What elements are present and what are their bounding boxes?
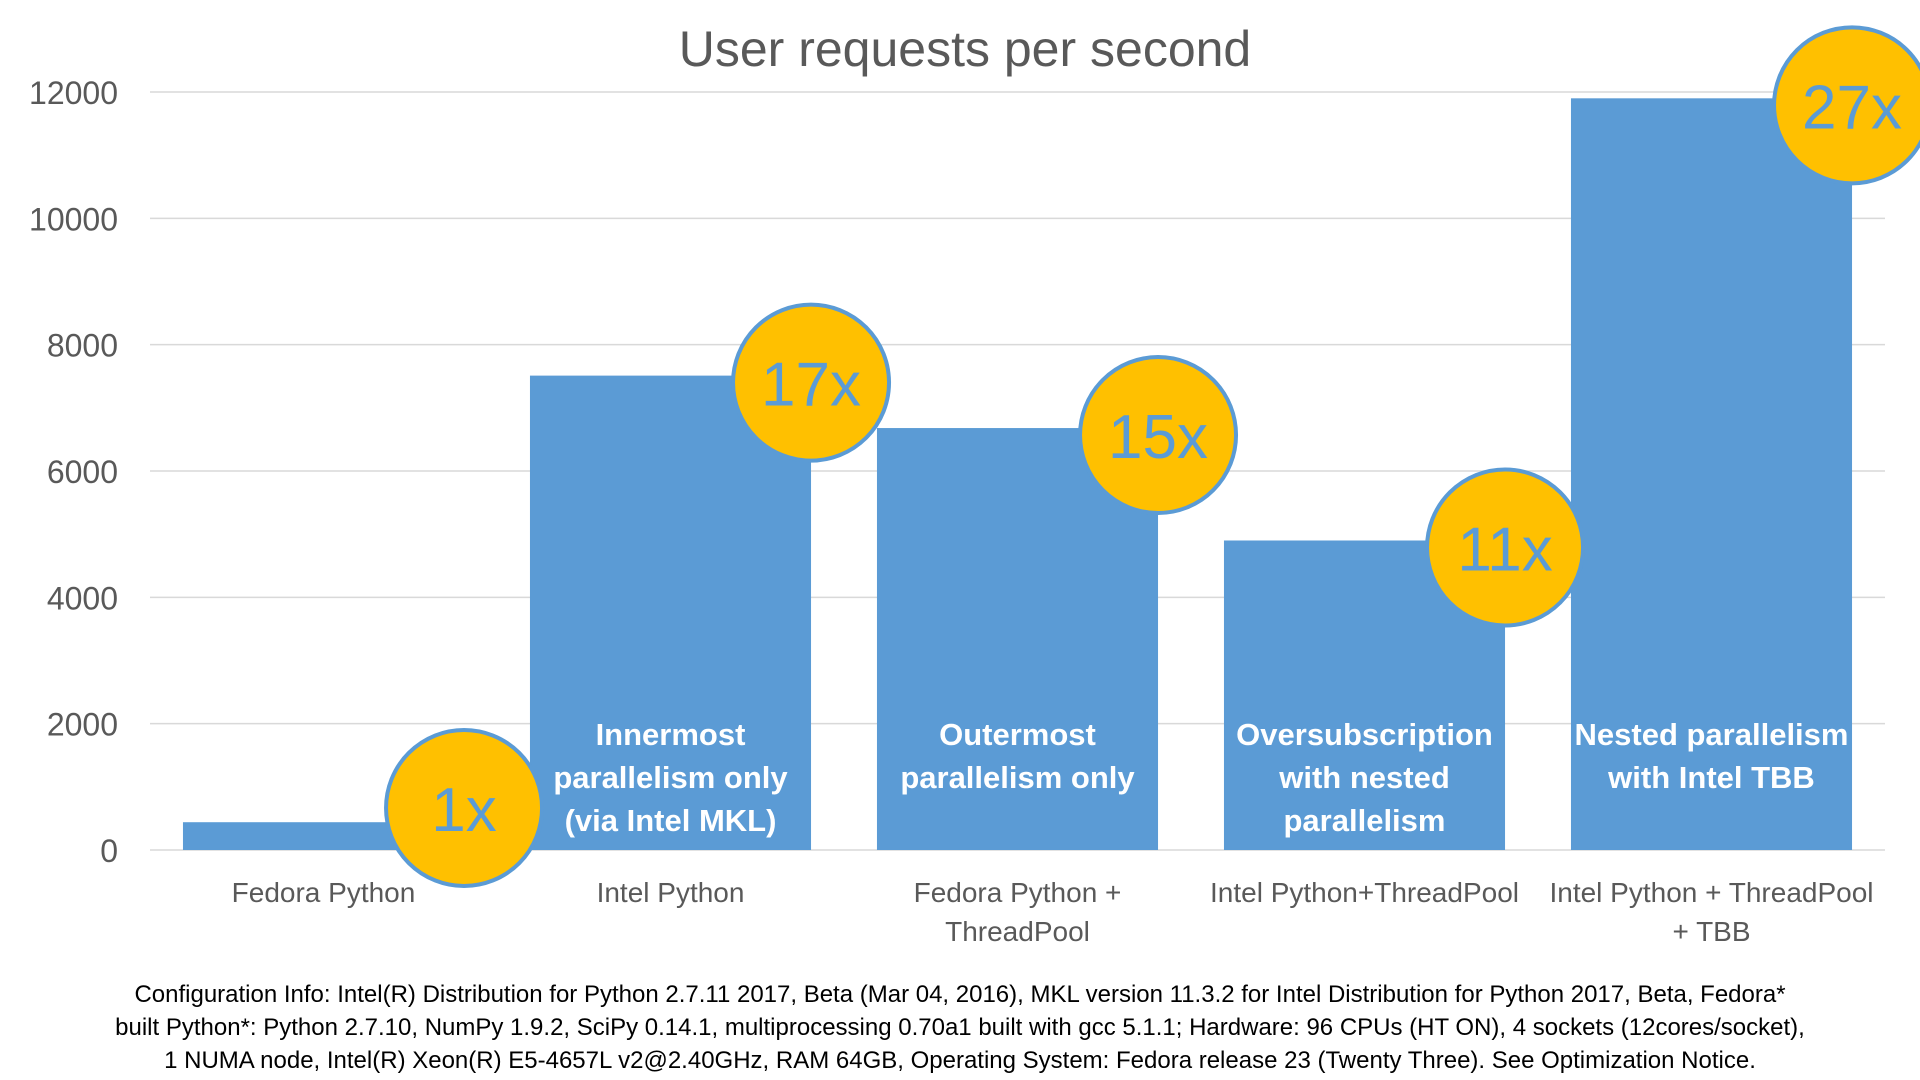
bar-annotation: Outermost <box>939 717 1096 752</box>
speedup-badge <box>731 302 892 463</box>
x-tick-label: + TBB <box>1672 916 1750 947</box>
y-tick-label: 8000 <box>47 328 118 364</box>
bar-annotation: Nested parallelism <box>1575 717 1849 752</box>
bar-annotation: with Intel TBB <box>1607 760 1815 795</box>
bar <box>1570 98 1853 851</box>
x-axis-ticks: Fedora Python Intel Python Fedora Python +… <box>232 877 1874 947</box>
y-tick-label: 0 <box>100 833 118 869</box>
speedup-label: 1x <box>431 776 496 845</box>
bar-annotation: (via Intel MKL) <box>565 803 777 838</box>
bar-annotation: Oversubscription <box>1236 717 1493 752</box>
speedup-badges: 1x 17x 15x 11x 27x <box>384 25 1920 888</box>
speedup-label: 17x <box>761 351 861 420</box>
bar-annotation: parallelism <box>1284 803 1446 838</box>
y-tick-label: 10000 <box>29 201 118 237</box>
x-tick-label: ThreadPool <box>945 916 1090 947</box>
footnote-line: built Python*: Python 2.7.10, NumPy 1.9.… <box>115 1014 1805 1041</box>
bar-annotation: with nested <box>1278 760 1450 795</box>
configuration-footnote: Configuration Info: Intel(R) Distributio… <box>20 978 1900 1077</box>
x-tick-label: Intel Python+ThreadPool <box>1210 877 1519 908</box>
speedup-label: 11x <box>1457 515 1552 584</box>
bar-annotations: Innermost parallelism only (via Intel MKL)… <box>553 717 1848 838</box>
x-tick-label: Intel Python + ThreadPool <box>1549 877 1873 908</box>
bar-annotation: parallelism only <box>900 760 1135 795</box>
speedup-badge <box>1078 355 1239 516</box>
speedup-label: 15x <box>1108 403 1208 472</box>
x-tick-label: Fedora Python <box>232 877 416 908</box>
speedup-badge <box>1425 467 1586 628</box>
bar-chart: User requests per second 0 2000 4000 6000 80… <box>29 21 1920 947</box>
bar-annotation: parallelism only <box>553 760 788 795</box>
y-tick-label: 12000 <box>29 75 118 111</box>
speedup-label: 27x <box>1802 73 1902 142</box>
bar <box>529 375 812 850</box>
chart-title: User requests per second <box>679 21 1252 77</box>
x-tick-label: Fedora Python + <box>914 877 1122 908</box>
speedup-badge <box>1772 25 1920 186</box>
footnote-line: 1 NUMA node, Intel(R) Xeon(R) E5-4657L v… <box>164 1047 1756 1074</box>
y-axis-ticks: 0 2000 4000 6000 8000 10000 12000 <box>29 75 118 869</box>
footnote-line: Configuration Info: Intel(R) Distributio… <box>134 981 1786 1008</box>
bars <box>182 98 1853 851</box>
bar-annotation: Innermost <box>596 717 746 752</box>
y-tick-label: 4000 <box>47 580 118 616</box>
y-tick-label: 2000 <box>47 707 118 743</box>
y-tick-label: 6000 <box>47 454 118 490</box>
x-tick-label: Intel Python <box>597 877 745 908</box>
speedup-badge <box>384 728 545 888</box>
